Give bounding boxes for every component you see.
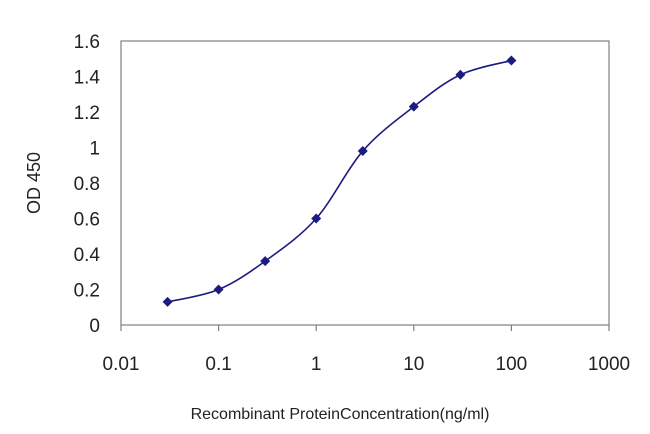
y-tick-label: 0.2 — [74, 281, 100, 302]
x-tick-label: 10 — [403, 354, 424, 375]
y-axis-title: OD 450 — [24, 152, 44, 214]
x-axis-ticks: 0.01 0.1 1 10 100 1000 — [103, 325, 630, 375]
y-tick-label: 0.6 — [74, 210, 100, 231]
series — [162, 55, 517, 307]
x-tick-label: 0.01 — [103, 354, 140, 375]
data-point — [408, 101, 419, 112]
y-tick-label: 0 — [89, 316, 100, 337]
x-tick-label: 1000 — [588, 354, 630, 375]
plot-area — [120, 40, 610, 326]
data-point — [357, 146, 368, 157]
x-tick-label: 1 — [311, 354, 322, 375]
y-tick-label: 1.2 — [74, 103, 100, 124]
y-tick-label: 1 — [89, 139, 100, 160]
data-point — [311, 213, 322, 224]
data-point — [162, 296, 173, 307]
x-axis-title: Recombinant ProteinConcentration(ng/ml) — [191, 406, 490, 423]
series-line — [167, 59, 512, 303]
y-tick-label: 1.6 — [74, 32, 100, 53]
y-tick-label: 1.4 — [74, 68, 101, 89]
data-point — [260, 256, 271, 267]
x-tick-label: 100 — [496, 354, 528, 375]
data-point — [213, 284, 224, 295]
x-tick-label: 0.1 — [205, 354, 231, 375]
y-axis-ticks: 0 0.2 0.4 0.6 0.8 1 1.2 1.4 1.6 — [74, 32, 101, 337]
data-point — [455, 69, 466, 80]
data-point — [506, 55, 517, 66]
y-tick-label: 0.4 — [74, 245, 101, 266]
y-tick-label: 0.8 — [74, 174, 100, 195]
plot-frame — [120, 40, 610, 326]
